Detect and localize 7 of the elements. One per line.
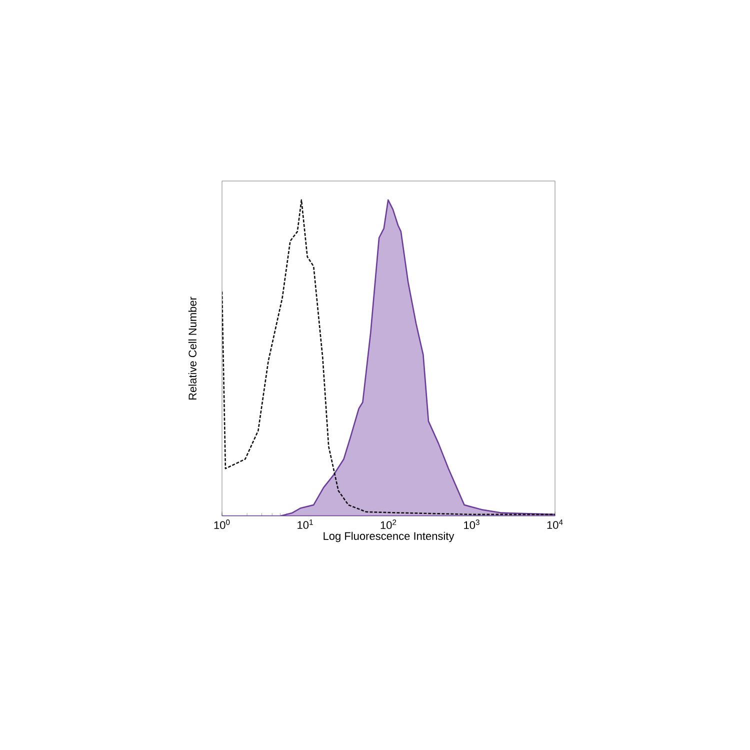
x-axis-title: Log Fluorescence Intensity — [324, 532, 454, 542]
y-axis-title: Relative Cell Number — [188, 296, 196, 400]
x-tick-label: 10$^{4}$ — [547, 520, 563, 529]
x-tick-label: 10$^{0}$ — [214, 520, 230, 529]
x-tick-label: 10$^{3}$ — [464, 520, 480, 529]
x-tick-label: 10$^{1}$ — [298, 520, 313, 529]
x-tick-label: 10$^{2}$ — [380, 520, 396, 529]
